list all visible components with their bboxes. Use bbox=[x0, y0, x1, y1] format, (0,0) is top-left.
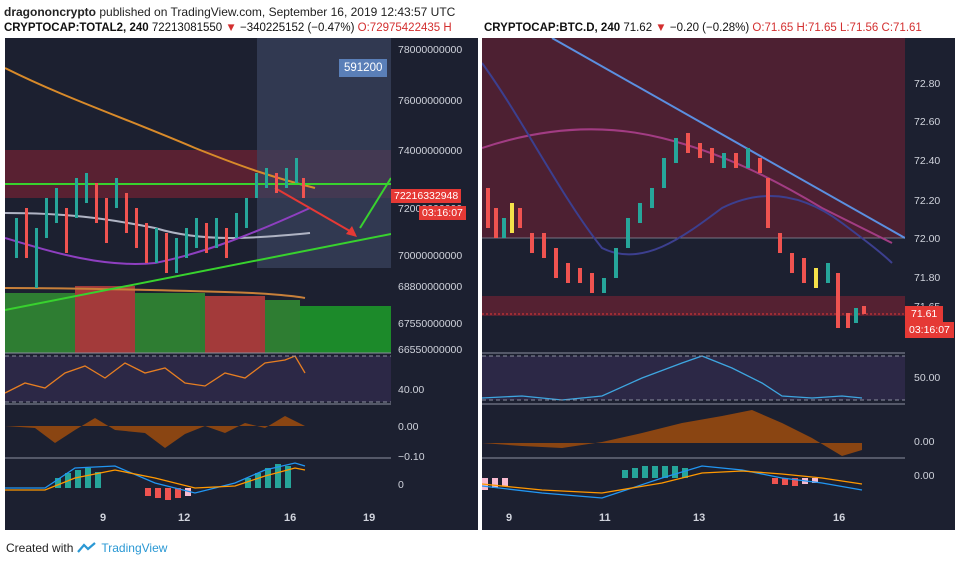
right-macd-tick: 0.00 bbox=[914, 470, 935, 482]
tradingview-brand[interactable]: TradingView bbox=[101, 541, 168, 555]
right-price-tick: 72.80 bbox=[914, 78, 941, 90]
right-macd-line bbox=[482, 465, 863, 499]
left-price-tick: 74000000000 bbox=[398, 145, 463, 157]
right-price-tick: 72.00 bbox=[914, 233, 941, 245]
left-oscillator-area bbox=[5, 416, 305, 448]
tradingview-logo-icon bbox=[77, 542, 97, 553]
left-symbol[interactable]: CRYPTOCAP:TOTAL2, 240 bbox=[4, 22, 149, 34]
right-rsi-tick: 50.00 bbox=[914, 372, 941, 384]
right-price-tick: 72.20 bbox=[914, 195, 941, 207]
right-down-arrow-icon: ▼ bbox=[655, 22, 667, 34]
left-candles bbox=[15, 158, 305, 288]
right-upper-zone bbox=[482, 38, 905, 238]
left-time-axis[interactable]: 9 12 16 19 bbox=[5, 506, 391, 530]
right-countdown-badge: 03:16:07 bbox=[905, 322, 954, 338]
right-osc-tick: 0.00 bbox=[914, 436, 935, 448]
right-price-badge: 71.61 bbox=[905, 306, 944, 322]
author-name[interactable]: dragononcrypto bbox=[4, 5, 96, 19]
left-osc-tick: −0.10 bbox=[398, 451, 425, 463]
right-rsi-band bbox=[482, 356, 905, 400]
right-chart-pane[interactable] bbox=[482, 38, 905, 530]
left-rising-trendline bbox=[5, 233, 391, 311]
left-last: 72213081550 bbox=[151, 22, 223, 34]
right-time-tick: 13 bbox=[693, 512, 706, 524]
left-macd-tick: 0 bbox=[398, 479, 404, 491]
right-price-tick: 71.80 bbox=[914, 272, 941, 284]
left-countdown-badge: 03:16:07 bbox=[419, 206, 466, 220]
left-price-badge: 72216332948 bbox=[391, 189, 462, 203]
right-change: −0.20 (−0.28%) bbox=[669, 22, 750, 34]
right-macd-histogram bbox=[482, 466, 818, 490]
right-downtrend-line bbox=[551, 38, 905, 239]
right-signal-line bbox=[482, 470, 863, 494]
left-rsi-line bbox=[5, 355, 306, 394]
left-symbol-line: CRYPTOCAP:TOTAL2, 240 72213081550 ▼ −340… bbox=[4, 22, 452, 34]
right-last: 71.62 bbox=[623, 22, 653, 34]
right-ma-magenta bbox=[482, 128, 893, 244]
left-signal-line bbox=[5, 467, 306, 491]
left-drop-arrow bbox=[274, 187, 356, 235]
left-osc-tick: 0.00 bbox=[398, 421, 419, 433]
left-bounce-arrow bbox=[359, 177, 391, 229]
right-time-tick: 11 bbox=[599, 512, 611, 524]
right-ma-navy bbox=[482, 62, 893, 264]
right-time-axis[interactable]: 9 11 13 16 bbox=[482, 506, 905, 530]
right-price-tick: 72.60 bbox=[914, 116, 941, 128]
right-candles bbox=[486, 133, 866, 328]
right-time-tick: 16 bbox=[833, 512, 846, 524]
left-down-arrow-icon: ▼ bbox=[225, 22, 237, 34]
publish-header: dragononcrypto published on TradingView.… bbox=[4, 5, 455, 19]
left-price-tick: 76000000000 bbox=[398, 95, 463, 107]
right-price-axis[interactable]: 72.80 72.60 72.40 72.20 72.00 71.80 71.6… bbox=[905, 38, 955, 530]
left-drop-arrowhead-icon bbox=[346, 226, 357, 237]
left-time-tick: 19 bbox=[363, 512, 376, 524]
left-price-tick: 78000000000 bbox=[398, 44, 463, 56]
left-ma-bottom bbox=[5, 287, 306, 299]
left-time-tick: 12 bbox=[178, 512, 191, 524]
left-price-tick: 70000000000 bbox=[398, 250, 463, 262]
left-chart-canvas[interactable] bbox=[5, 38, 391, 530]
right-time-tick: 9 bbox=[506, 512, 513, 524]
left-time-tick: 16 bbox=[284, 512, 297, 524]
left-time-tick: 9 bbox=[100, 512, 107, 524]
left-price-tick: 66550000000 bbox=[398, 344, 463, 356]
right-resistance-zone bbox=[482, 296, 905, 316]
left-price-tick: 67550000000 bbox=[398, 318, 463, 330]
created-with-text: Created with bbox=[6, 541, 74, 555]
left-change: −340225152 (−0.47%) bbox=[240, 22, 355, 34]
left-rsi-band bbox=[5, 356, 391, 402]
left-volume-bars bbox=[5, 286, 391, 353]
left-ohlc: O:72975422435 H bbox=[357, 22, 452, 34]
right-chart-canvas[interactable] bbox=[482, 38, 905, 530]
left-macd-line bbox=[5, 462, 306, 494]
left-price-tick: 68800000000 bbox=[398, 281, 463, 293]
right-price-tick: 72.40 bbox=[914, 155, 941, 167]
right-symbol[interactable]: CRYPTOCAP:BTC.D, 240 bbox=[484, 22, 621, 34]
left-price-axis[interactable]: 78000000000 76000000000 74000000000 7200… bbox=[391, 38, 478, 530]
right-symbol-line: CRYPTOCAP:BTC.D, 240 71.62 ▼ −0.20 (−0.2… bbox=[484, 22, 922, 34]
footer: Created with TradingView bbox=[6, 541, 167, 555]
right-oscillator-area bbox=[482, 410, 862, 456]
left-target-badge: 591200 bbox=[339, 59, 388, 77]
right-ohlc: O:71.65 H:71.65 L:71.56 C:71.61 bbox=[752, 22, 922, 34]
left-chart-pane[interactable] bbox=[5, 38, 391, 530]
left-rsi-tick: 40.00 bbox=[398, 384, 425, 396]
left-macd-histogram bbox=[55, 464, 291, 500]
publish-info: published on TradingView.com, September … bbox=[99, 5, 456, 19]
